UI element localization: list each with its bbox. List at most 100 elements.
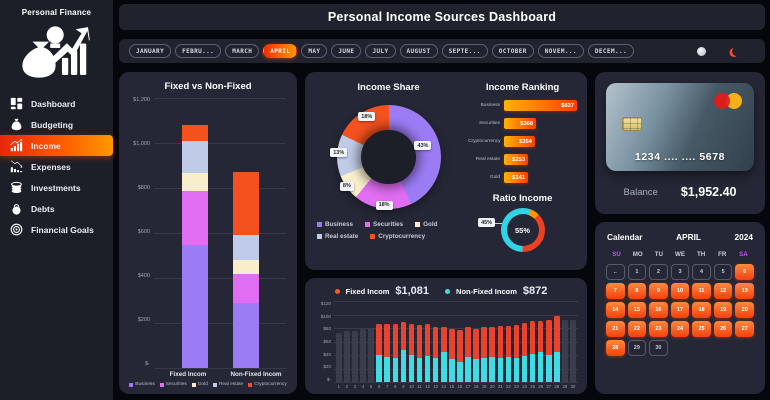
income-ranking-section: Income Ranking Business $837 Securities $36…	[468, 82, 577, 264]
ranking-value: $253	[512, 156, 526, 163]
calendar-day[interactable]: 14	[606, 302, 625, 318]
ranking-row-gold: Gold $141	[468, 172, 577, 183]
legend-item-cryptocurrency: Cryptocurrency	[248, 382, 287, 387]
daily-income-panel: Fixed Incom $1,081 Non-Fixed Incom $872 …	[305, 278, 587, 394]
x-tick: 22	[506, 384, 511, 389]
calendar-day[interactable]: 8	[627, 283, 647, 299]
daily-bar-day-26	[537, 321, 544, 382]
month-tab-june[interactable]: JUNE	[331, 44, 362, 58]
daily-bar-day-8	[392, 323, 399, 382]
calendar-day[interactable]: 16	[649, 302, 668, 318]
stacked-bar-non-fixed-incom	[233, 171, 260, 368]
calendar-day[interactable]: 12	[713, 283, 733, 299]
sidebar-item-label: Income	[31, 140, 61, 151]
month-tab-january[interactable]: JANUARY	[129, 44, 172, 58]
calendar-day[interactable]: 9	[649, 283, 668, 299]
nonfixed-segment	[473, 359, 479, 382]
calendar-day[interactable]: 19	[713, 302, 733, 318]
light-mode-icon[interactable]	[697, 46, 706, 56]
calendar-day[interactable]: 25	[692, 321, 711, 337]
fixed-segment	[537, 321, 544, 353]
fixed-segment	[529, 321, 536, 354]
card-chip-icon	[622, 117, 642, 131]
calendar-day[interactable]: 21	[606, 321, 625, 337]
sidebar-item-income[interactable]: Income	[0, 135, 113, 156]
calendar-day[interactable]: 30	[649, 340, 668, 356]
calendar-day[interactable]: 13	[735, 283, 754, 299]
ranking-value: $837	[561, 102, 574, 109]
legend-swatch	[159, 382, 164, 387]
calendar-day[interactable]: 3	[670, 264, 690, 280]
calendar-day-names: SU MO TU WE TH FR SA	[606, 251, 754, 258]
calendar-day[interactable]: 11	[692, 283, 711, 299]
month-tab-may[interactable]: MAY	[301, 44, 328, 58]
ranking-label: Business	[480, 103, 501, 108]
nonfixed-income-label: Non-Fixed Incom	[456, 286, 517, 296]
dark-mode-icon[interactable]	[732, 47, 741, 56]
calendar-day[interactable]: 2	[649, 264, 668, 280]
calendar-day[interactable]: 27	[735, 321, 754, 337]
month-tab-march[interactable]: MARCH	[225, 44, 260, 58]
daily-bar-day-1	[336, 333, 342, 382]
calendar-day[interactable]: 15	[627, 302, 647, 318]
sidebar-item-label: Financial Goals	[31, 224, 94, 235]
donut-label-cryptocurrency: 18%	[358, 112, 376, 122]
sidebar-item-dashboard[interactable]: Dashboard	[0, 93, 113, 114]
y-tick: $600	[137, 229, 150, 235]
nonfixed-segment	[416, 358, 423, 382]
daily-bar-day-24	[521, 322, 528, 382]
month-tab-july[interactable]: JULY	[365, 44, 396, 58]
legend-swatch	[248, 382, 253, 387]
calendar-day[interactable]: 7	[606, 283, 625, 299]
legend-item-securities: Securities	[159, 382, 187, 387]
calendar-day[interactable]: 28	[606, 340, 625, 356]
nonfixed-segment	[529, 353, 536, 382]
sidebar-item-financial-goals[interactable]: Financial Goals	[0, 219, 113, 240]
mastercard-icon	[714, 93, 742, 109]
calendar-day[interactable]: 4	[692, 264, 711, 280]
month-tab-august[interactable]: AUGUST	[399, 44, 438, 58]
calendar-day[interactable]: 26	[713, 321, 733, 337]
ranking-track: $837	[504, 100, 577, 111]
sidebar-item-expenses[interactable]: Expenses	[0, 156, 113, 177]
month-tab-novem[interactable]: NOVEM...	[537, 44, 584, 58]
month-tab-october[interactable]: OCTOBER	[491, 44, 534, 58]
calendar-day[interactable]: 24	[670, 321, 690, 337]
nonfixed-segment	[465, 357, 471, 382]
calendar-day[interactable]: 1	[627, 264, 647, 280]
ranking-label: Real estate	[475, 157, 501, 162]
calendar-day[interactable]: 23	[649, 321, 668, 337]
brand-logo-icon: $ $	[21, 26, 90, 78]
sidebar-item-budgeting[interactable]: Budgeting	[0, 114, 113, 135]
fixed-segment	[400, 321, 407, 351]
right-column: 1234 .... .... 5678 Balance $1,952.40 Ca…	[595, 72, 765, 394]
daily-bar-day-15	[449, 329, 455, 382]
calendar-day[interactable]: ..	[606, 264, 625, 280]
calendar-day[interactable]: 20	[735, 302, 754, 318]
calendar-day[interactable]: 10	[670, 283, 690, 299]
calendar-day[interactable]: 5	[713, 264, 733, 280]
month-tab-septe[interactable]: SEPTE...	[441, 44, 488, 58]
y-tick: $100	[320, 313, 331, 319]
legend-swatch	[317, 222, 322, 227]
month-tab-febru[interactable]: FEBRU...	[175, 44, 222, 58]
calendar-day[interactable]: 18	[692, 302, 711, 318]
daily-bar-day-5	[368, 328, 374, 382]
calendar-day[interactable]: 29	[627, 340, 647, 356]
month-tab-april[interactable]: APRIL	[263, 44, 298, 58]
ranking-track: $368	[504, 118, 577, 129]
sidebar-item-debts[interactable]: Debts	[0, 198, 113, 219]
sidebar-item-investments[interactable]: Investments	[0, 177, 113, 198]
day-name-fr: FR	[718, 251, 727, 258]
ranking-label: Securities	[479, 121, 501, 126]
calendar-day[interactable]: 22	[627, 321, 647, 337]
day-name-mo: MO	[632, 251, 643, 258]
month-tab-decem[interactable]: DECEM...	[587, 44, 634, 58]
ranking-row-cryptocurrency: Cryptocurrency $354	[468, 136, 577, 147]
x-tick: 14	[441, 384, 447, 389]
fixed-segment	[481, 327, 487, 359]
x-tick: 18	[473, 384, 479, 389]
brand-name: Personal Finance	[21, 8, 92, 17]
calendar-day[interactable]: 17	[670, 302, 690, 318]
calendar-day[interactable]: 6	[735, 264, 754, 280]
